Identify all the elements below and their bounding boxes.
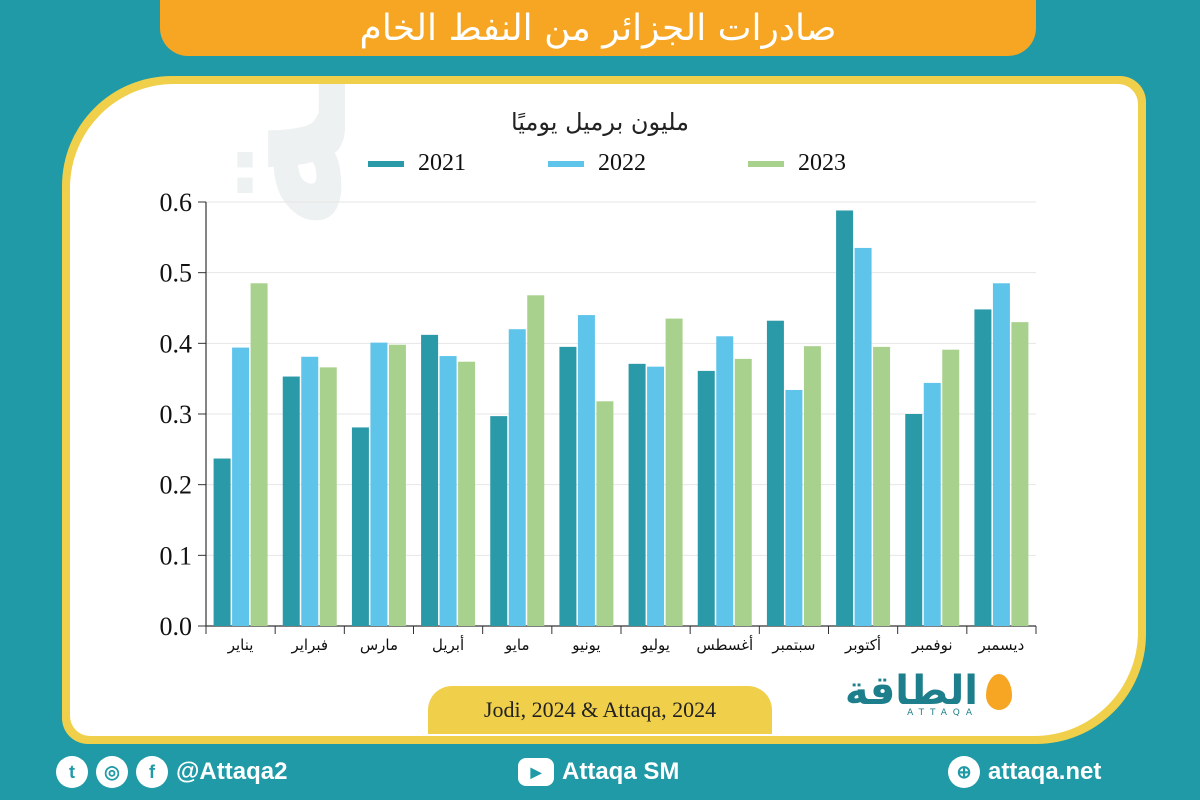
x-tick-label: يونيو xyxy=(571,636,600,654)
youtube-icon: ▶ xyxy=(518,758,554,786)
bar-2022-10 xyxy=(854,247,872,626)
legend-label-2021: 2021 xyxy=(418,150,466,176)
x-tick-label: فبراير xyxy=(290,636,328,654)
legend-label-2022: 2022 xyxy=(598,150,646,176)
bar-2021-11 xyxy=(905,414,923,626)
legend-item-2023: 2023 xyxy=(748,150,846,177)
y-tick-label: 0.3 xyxy=(160,400,193,429)
globe-icon: ⊕ xyxy=(948,756,980,788)
bar-2022-1 xyxy=(232,347,250,626)
bar-2023-11 xyxy=(942,349,960,626)
y-tick-label: 0.4 xyxy=(160,329,193,358)
x-tick-label: مايو xyxy=(504,636,530,654)
legend-swatch-2022 xyxy=(548,160,584,167)
legend-swatch-2023 xyxy=(748,160,784,167)
oil-drop-icon xyxy=(986,674,1012,710)
bar-2022-12 xyxy=(992,283,1010,626)
x-tick-label: أكتوبر xyxy=(844,635,881,654)
y-tick-label: 0.1 xyxy=(160,541,193,570)
bar-2023-4 xyxy=(458,361,476,626)
bar-2023-1 xyxy=(250,283,268,626)
bar-2022-6 xyxy=(577,315,595,626)
bar-2023-7 xyxy=(665,318,683,626)
y-axis-unit-label: مليون برميل يوميًا xyxy=(510,108,689,136)
bar-2021-9 xyxy=(766,320,784,626)
bar-2021-10 xyxy=(836,210,854,627)
bar-2021-6 xyxy=(559,346,577,626)
website-link[interactable]: ⊕ attaqa.net xyxy=(948,744,1101,800)
legend-swatch-2021 xyxy=(368,160,404,167)
legend-item-2022: 2022 xyxy=(548,150,646,177)
bar-2023-3 xyxy=(388,344,406,626)
footer: t ◎ f @Attaqa2 ▶ Attaqa SM ⊕ attaqa.net xyxy=(0,744,1200,800)
x-tick-label: أبريل xyxy=(432,635,464,654)
twitter-icon[interactable]: t xyxy=(56,756,88,788)
bar-2021-1 xyxy=(213,458,231,626)
bar-2021-8 xyxy=(697,370,715,626)
social-links: t ◎ f @Attaqa2 xyxy=(56,744,287,800)
x-tick-label: يوليو xyxy=(640,636,670,654)
youtube-link[interactable]: ▶ Attaqa SM xyxy=(518,744,679,800)
bar-2023-5 xyxy=(527,295,545,626)
bar-2021-3 xyxy=(351,427,369,626)
y-tick-label: 0.0 xyxy=(160,612,193,641)
page-title: صادرات الجزائر من النفط الخام xyxy=(160,0,1036,56)
social-handle[interactable]: @Attaqa2 xyxy=(176,758,288,785)
x-tick-label: يناير xyxy=(227,636,254,654)
x-tick-label: أغسطس xyxy=(696,635,753,654)
legend: 2021 2022 2023 xyxy=(0,150,1200,180)
bar-2023-6 xyxy=(596,401,614,626)
y-tick-label: 0.6 xyxy=(160,188,193,217)
instagram-icon[interactable]: ◎ xyxy=(96,756,128,788)
bar-2022-11 xyxy=(923,382,941,626)
bar-2022-9 xyxy=(785,389,803,626)
bar-2022-8 xyxy=(716,336,734,626)
bar-2021-12 xyxy=(974,309,992,626)
y-tick-label: 0.2 xyxy=(160,471,193,500)
bar-2021-4 xyxy=(421,334,439,626)
logo-name: الطاقة xyxy=(844,668,978,714)
bar-2023-10 xyxy=(873,346,891,626)
bar-2021-5 xyxy=(490,416,508,626)
youtube-name: Attaqa SM xyxy=(562,758,680,785)
bar-2022-5 xyxy=(508,329,526,626)
source-label: Jodi, 2024 & Attaqa, 2024 xyxy=(428,686,772,734)
website-url: attaqa.net xyxy=(988,758,1102,785)
bar-2022-4 xyxy=(439,356,457,626)
bar-2022-2 xyxy=(301,356,319,626)
bar-2023-2 xyxy=(319,367,337,626)
bar-2023-12 xyxy=(1011,322,1029,626)
facebook-icon[interactable]: f xyxy=(136,756,168,788)
y-tick-label: 0.5 xyxy=(160,259,193,288)
logo-sub: ATTAQA xyxy=(907,708,978,718)
bar-2021-7 xyxy=(628,363,646,626)
legend-label-2023: 2023 xyxy=(798,150,846,176)
x-tick-label: مارس xyxy=(360,636,398,654)
x-tick-label: ديسمبر xyxy=(978,636,1025,654)
legend-item-2021: 2021 xyxy=(368,150,466,177)
attaqa-logo: الطاقة ATTAQA xyxy=(838,668,1018,718)
bar-2022-3 xyxy=(370,342,388,626)
bar-2023-9 xyxy=(803,346,821,626)
x-tick-label: سبتمبر xyxy=(771,636,815,654)
bar-2022-7 xyxy=(647,366,665,626)
bar-2023-8 xyxy=(734,358,752,626)
x-tick-label: نوفمبر xyxy=(911,636,953,654)
bar-2021-2 xyxy=(282,376,300,626)
